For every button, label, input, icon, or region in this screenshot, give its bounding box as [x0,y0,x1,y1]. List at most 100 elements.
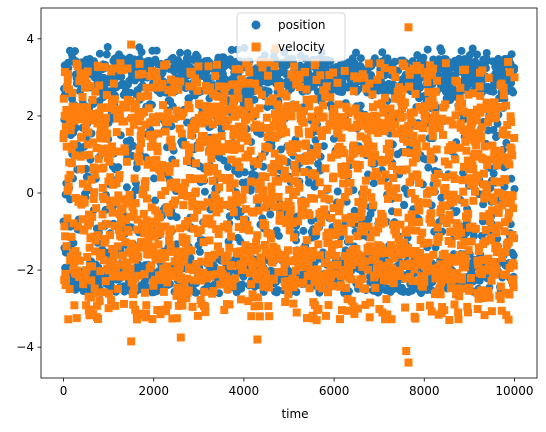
point-velocity [118,251,127,260]
point-velocity [288,147,297,156]
point-velocity [464,308,472,317]
point-velocity [413,171,422,180]
point-velocity [154,112,163,121]
point-position [172,213,181,222]
point-velocity [150,232,159,241]
point-velocity [196,143,205,151]
y-tick-label: −2 [16,263,34,277]
x-tick-label: 6000 [319,384,350,398]
point-velocity [492,265,501,273]
point-velocity [502,311,511,320]
point-velocity [176,284,185,293]
point-velocity [405,70,414,79]
point-position [276,145,285,154]
point-velocity [91,247,100,256]
point-velocity [244,98,253,107]
point-velocity [217,173,226,182]
point-velocity [507,118,516,126]
point-velocity [441,116,449,125]
point-velocity [503,153,511,162]
point-velocity [214,112,223,120]
point-velocity [282,92,291,101]
point-velocity [444,267,453,276]
point-velocity [337,133,346,142]
point-velocity [273,248,282,257]
point-velocity [176,77,185,86]
point-velocity [114,225,123,234]
point-velocity [443,191,452,200]
point-velocity [342,283,350,292]
point-velocity [75,256,84,265]
point-velocity [414,218,423,226]
point-position [150,174,158,183]
point-velocity [477,132,486,141]
point-velocity [261,248,270,257]
point-velocity [477,294,486,303]
point-velocity [186,143,194,152]
point-velocity [244,297,253,306]
point-velocity [149,163,158,172]
point-position [234,169,243,178]
point-position [356,54,365,63]
point-velocity [172,314,181,323]
point-velocity [248,262,257,271]
point-velocity [215,183,224,192]
point-velocity [305,211,314,220]
point-velocity [210,250,219,259]
point-velocity [138,219,146,228]
point-velocity [371,254,380,263]
point-position [103,43,112,51]
point-velocity [263,133,272,141]
point-velocity [159,164,168,173]
point-velocity [78,93,87,101]
point-velocity [106,231,114,240]
point-velocity [84,128,93,137]
point-velocity [339,179,348,188]
point-velocity [351,104,360,113]
point-position [191,288,200,297]
point-velocity [133,215,142,224]
point-velocity [374,224,383,233]
point-velocity [421,111,430,120]
point-velocity [93,231,102,240]
point-velocity [98,148,107,157]
point-velocity [172,178,181,187]
point-velocity [205,259,214,268]
point-velocity [282,128,291,137]
point-velocity [498,155,507,164]
point-velocity [104,304,113,313]
point-velocity [494,157,503,166]
point-velocity [124,227,133,236]
point-velocity [366,233,375,242]
point-velocity [326,272,335,281]
point-velocity [298,111,307,120]
point-velocity [363,265,372,274]
point-velocity [502,130,511,139]
point-velocity [62,142,71,151]
point-velocity [226,183,235,192]
point-velocity [479,212,488,221]
point-velocity [321,164,330,173]
point-velocity [109,255,118,264]
point-velocity [106,149,115,158]
point-velocity [373,75,382,84]
point-velocity [115,171,124,180]
point-velocity [268,94,277,103]
point-velocity [236,144,245,153]
point-velocity [409,108,418,117]
point-velocity [358,222,366,231]
point-velocity [136,132,145,140]
point-velocity [414,200,423,209]
series-velocity [59,23,519,367]
point-velocity [283,246,292,255]
point-velocity [510,73,519,82]
point-velocity [342,104,351,113]
point-velocity [425,301,434,310]
point-velocity [256,180,265,188]
point-velocity [302,236,311,245]
point-position [457,46,466,55]
point-velocity [432,288,441,297]
point-velocity [490,177,499,186]
point-velocity [247,312,256,321]
point-velocity [385,247,394,256]
